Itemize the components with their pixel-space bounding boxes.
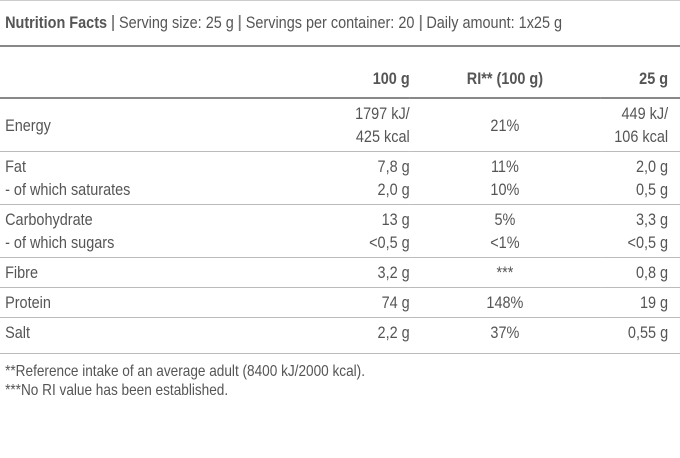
cell-line: 106 kcal bbox=[614, 127, 669, 146]
column-header: 100 g bbox=[372, 68, 410, 88]
cell-line: 3,2 g bbox=[377, 263, 410, 282]
cell-line: 1797 kJ/ bbox=[355, 104, 410, 123]
table-row: Energy 1797 kJ/425 kcal 21% 449 kJ/106 kcal bbox=[0, 97, 680, 152]
cell-line: <1% bbox=[490, 233, 520, 252]
header-detail: Daily amount: 1x25 g bbox=[419, 14, 568, 31]
table-cell: Salt bbox=[0, 317, 306, 347]
header: Nutrition Facts Serving size: 25 g Servin… bbox=[0, 0, 680, 47]
table-cell: 3,3 g <0,5 g bbox=[600, 204, 680, 258]
table-cell: 13 g <0,5 g bbox=[306, 204, 410, 258]
table-cell: 2,0 g 0,5 g bbox=[600, 151, 680, 205]
column-header: 25 g bbox=[639, 68, 669, 88]
table-cell: Protein bbox=[0, 287, 306, 318]
table-cell: Fat - of which saturates bbox=[0, 151, 306, 205]
cell-line: 0,8 g bbox=[635, 263, 669, 282]
header-detail: Servings per container: 20 bbox=[238, 14, 420, 31]
table-cell: 0,8 g bbox=[600, 257, 680, 288]
header-detail: Serving size: 25 g bbox=[112, 14, 239, 31]
cell-line: <0,5 g bbox=[369, 233, 410, 252]
column-header: RI** (100 g) bbox=[466, 68, 544, 88]
footnote: ***No RI value has been established. bbox=[5, 382, 229, 399]
cell-line: 10% bbox=[490, 180, 520, 199]
header-row: 100 g RI** (100 g) 25 g bbox=[0, 59, 680, 98]
cell-line: 11% bbox=[490, 157, 519, 176]
table-cell: 74 g bbox=[306, 287, 410, 318]
cell-line: 19 g bbox=[639, 293, 669, 312]
table-cell: Energy bbox=[0, 97, 306, 152]
nutrition-panel: Nutrition Facts Serving size: 25 g Servin… bbox=[0, 0, 680, 400]
table-cell: 0,55 g bbox=[600, 317, 680, 347]
cell-line: 5% bbox=[494, 210, 516, 229]
table-cell: 21% bbox=[409, 97, 601, 152]
cell-line: 0,55 g bbox=[627, 323, 669, 342]
cell-line: 2,2 g bbox=[377, 323, 410, 342]
table-cell: 11% 10% bbox=[409, 151, 601, 205]
footnote: **Reference intake of an average adult (… bbox=[5, 363, 365, 380]
table-cell: *** bbox=[409, 257, 601, 288]
table-cell: 449 kJ/106 kcal bbox=[600, 97, 680, 152]
cell-line: 425 kcal bbox=[355, 127, 410, 146]
cell-line: Protein bbox=[5, 293, 51, 312]
cell-line: <0,5 g bbox=[627, 233, 669, 252]
table-row: Protein 74 g 148% 19 g bbox=[0, 287, 680, 318]
cell-line: 148% bbox=[486, 293, 524, 312]
cell-line: 74 g bbox=[381, 293, 410, 312]
table-row: Fat - of which saturates 7,8 g 2,0 g 11% 10% 2… bbox=[0, 151, 680, 205]
table-cell: 19 g bbox=[600, 287, 680, 318]
cell-line: Carbohydrate bbox=[5, 210, 93, 229]
table-row: Salt 2,2 g 37% 0,55 g bbox=[0, 317, 680, 347]
cell-line: 7,8 g bbox=[377, 157, 410, 176]
cell-line: 449 kJ/ bbox=[621, 104, 669, 123]
nutrition-table: 100 g RI** (100 g) 25 g Energy 1797 kJ/425 … bbox=[0, 59, 680, 347]
cell-line: 21% bbox=[490, 115, 520, 135]
cell-line: Salt bbox=[5, 323, 31, 342]
table-cell: 3,2 g bbox=[306, 257, 410, 288]
cell-line: *** bbox=[496, 263, 514, 282]
cell-line: 2,0 g bbox=[635, 157, 669, 176]
cell-line: 3,3 g bbox=[635, 210, 669, 229]
footnotes: **Reference intake of an average adult (… bbox=[0, 353, 680, 400]
cell-line: 2,0 g bbox=[377, 180, 410, 199]
cell-line: Fat bbox=[5, 157, 26, 176]
cell-line: - of which sugars bbox=[5, 233, 115, 252]
table-cell: 2,2 g bbox=[306, 317, 410, 347]
table-cell: Carbohydrate - of which sugars bbox=[0, 204, 306, 258]
table-cell: 37% bbox=[409, 317, 601, 347]
cell-line: 13 g bbox=[381, 210, 410, 229]
cell-line: Fibre bbox=[5, 263, 39, 282]
cell-line: 0,5 g bbox=[635, 180, 669, 199]
cell-line: - of which saturates bbox=[5, 180, 131, 199]
table-cell: Fibre bbox=[0, 257, 306, 288]
table-cell: 1797 kJ/425 kcal bbox=[306, 97, 410, 152]
cell-line: Energy bbox=[5, 115, 51, 135]
cell-line: 37% bbox=[490, 323, 520, 342]
table-cell: 5% <1% bbox=[409, 204, 601, 258]
title: Nutrition Facts bbox=[5, 13, 108, 32]
table-cell: 7,8 g 2,0 g bbox=[306, 151, 410, 205]
table-row: Fibre 3,2 g *** 0,8 g bbox=[0, 257, 680, 288]
table-cell: 148% bbox=[409, 287, 601, 318]
